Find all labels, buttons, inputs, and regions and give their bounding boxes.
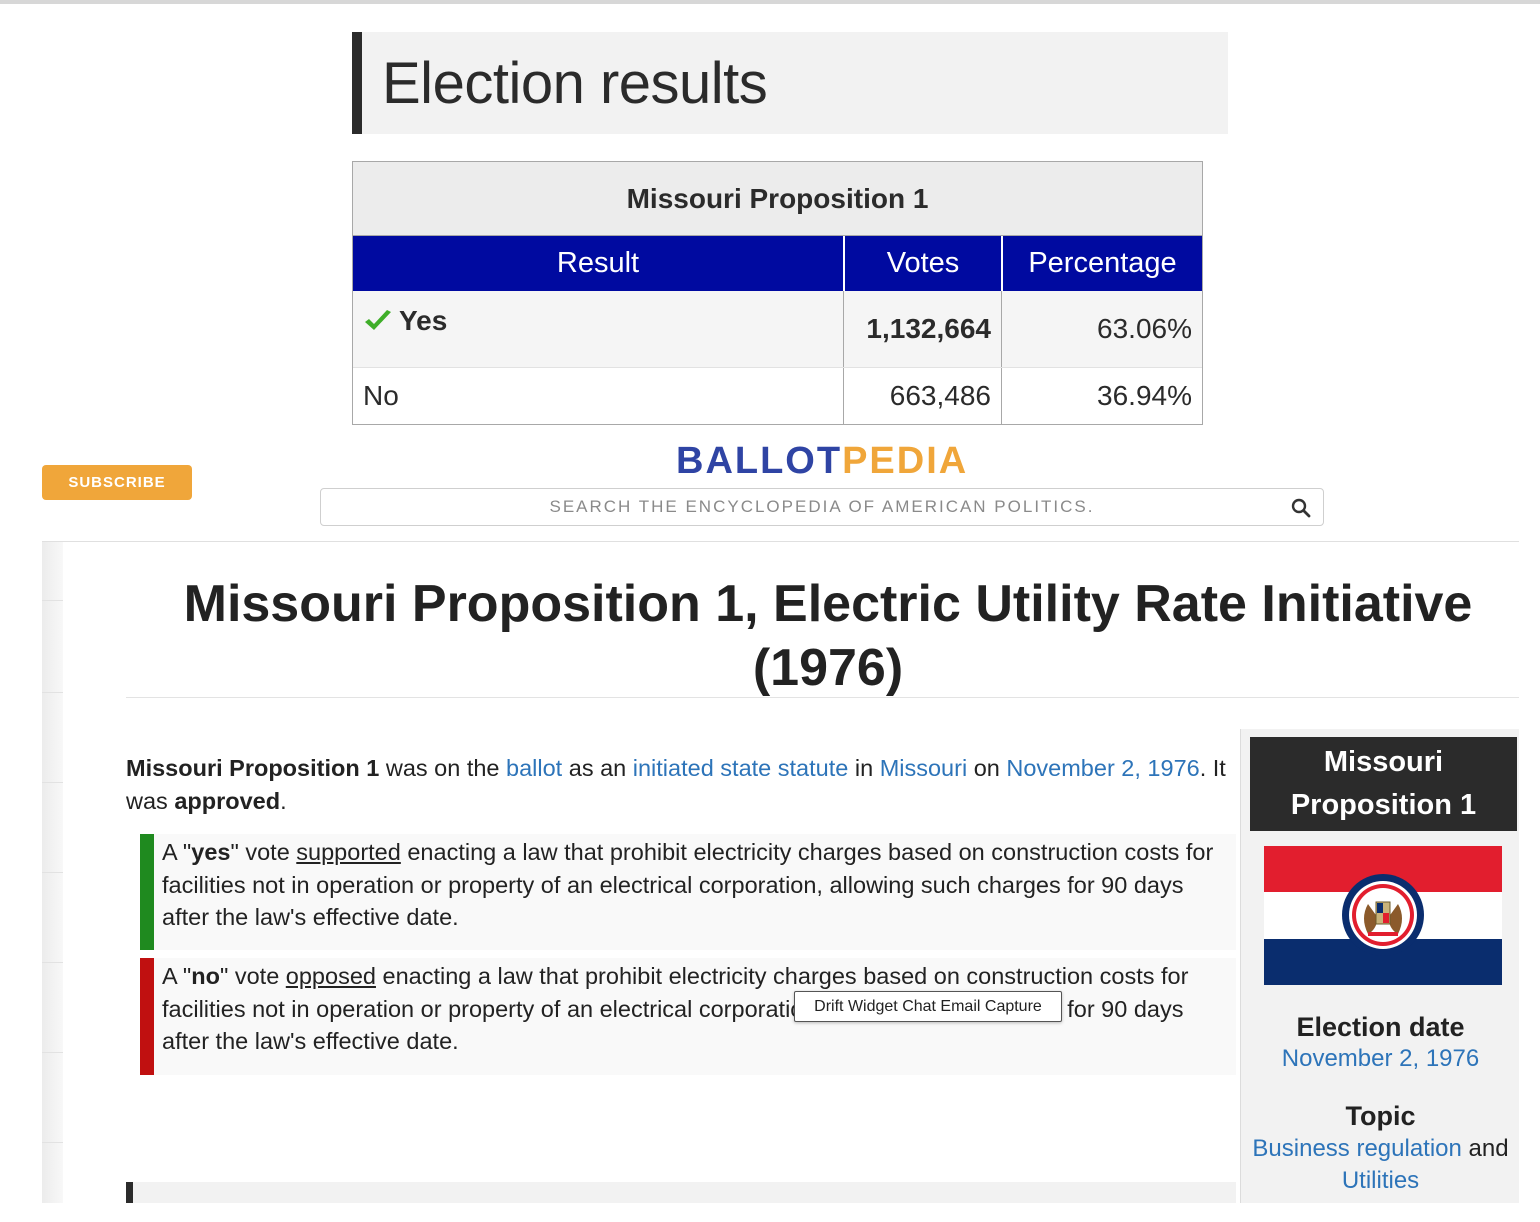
subscribe-button[interactable]: SUBSCRIBE [42, 465, 192, 500]
intro-paragraph: Missouri Proposition 1 was on the ballot… [126, 752, 1246, 818]
ballotpedia-logo[interactable]: BALLOTPEDIA [676, 440, 968, 483]
table-row: Yes 1,132,664 63.06% [353, 291, 1202, 368]
vote-verb: opposed [285, 963, 376, 989]
intro-outcome: approved [174, 788, 281, 814]
intro-text: was on the [379, 755, 507, 781]
votes-cell: 663,486 [843, 368, 1001, 424]
search-icon[interactable] [1291, 498, 1311, 518]
infobox: Missouri Proposition 1 Election date Nov… [1240, 729, 1519, 1203]
section-heading-text: Election results [382, 50, 768, 116]
vote-description: enacting a law that prohibit electricity… [162, 839, 1214, 930]
results-table-header: Result Votes Percentage [353, 236, 1202, 291]
top-rule [0, 0, 1540, 4]
topic-and: and [1461, 1135, 1509, 1162]
vote-text: A " [162, 839, 192, 865]
logo-ballot-text: BALLOT [676, 440, 843, 482]
drift-widget-tooltip: Drift Widget Chat Email Capture [794, 991, 1062, 1022]
results-table-caption: Missouri Proposition 1 [353, 162, 1202, 236]
initiated-state-statute-link[interactable]: initiated state statute [632, 755, 849, 781]
business-regulation-link[interactable]: Business regulation [1252, 1135, 1462, 1162]
missouri-link[interactable]: Missouri [879, 755, 968, 781]
table-row: No 663,486 36.94% [353, 368, 1202, 424]
no-vote-box: A "no" vote opposed enacting a law that … [140, 958, 1236, 1075]
title-divider [126, 697, 1519, 698]
result-cell: No [363, 380, 399, 411]
column-header-votes: Votes [843, 236, 1001, 291]
next-section-heading [126, 1182, 1236, 1203]
vote-verb: supported [296, 839, 401, 865]
percentage-cell: 36.94% [1001, 368, 1202, 424]
vote-word: no [191, 963, 220, 989]
column-header-result: Result [556, 247, 640, 279]
search-bar [320, 488, 1324, 526]
intro-text: as an [562, 755, 633, 781]
intro-text: on [967, 755, 1007, 781]
vote-text: A " [162, 963, 192, 989]
column-header-percentage: Percentage [1001, 236, 1202, 291]
left-rail [42, 542, 63, 1203]
result-cell: Yes [353, 291, 843, 367]
vote-word: yes [191, 839, 231, 865]
utilities-link[interactable]: Utilities [1341, 1167, 1420, 1194]
results-table: Missouri Proposition 1 Result Votes Perc… [352, 161, 1203, 425]
logo-pedia-text: PEDIA [842, 440, 969, 482]
infobox-election-date-link[interactable]: November 2, 1976 [1281, 1045, 1480, 1072]
infobox-title: Missouri Proposition 1 [1250, 737, 1517, 831]
intro-subject: Missouri Proposition 1 [126, 755, 380, 781]
vote-text: " vote [230, 839, 297, 865]
check-icon [365, 310, 391, 330]
result-label: Yes [399, 305, 448, 336]
topic-label: Topic [1345, 1101, 1416, 1131]
infobox-election-date: November 2, 1976 [1241, 1043, 1519, 1075]
yes-vote-bar [140, 834, 154, 950]
infobox-topics: Business regulation and Utilities [1241, 1133, 1519, 1197]
page-title: Missouri Proposition 1, Electric Utility… [183, 575, 1473, 697]
percentage-cell: 63.06% [1001, 291, 1202, 367]
vote-text: " vote [219, 963, 286, 989]
missouri-flag [1264, 846, 1502, 985]
ballot-link[interactable]: ballot [506, 755, 563, 781]
no-vote-bar [140, 958, 154, 1075]
intro-text: . [280, 788, 287, 814]
election-date-link[interactable]: November 2, 1976 [1006, 755, 1200, 781]
intro-text: in [848, 755, 880, 781]
yes-vote-box: A "yes" vote supported enacting a law th… [140, 834, 1236, 950]
election-date-label: Election date [1296, 1012, 1465, 1042]
votes-cell: 1,132,664 [843, 291, 1001, 367]
election-results-heading: Election results [352, 32, 1228, 134]
search-input[interactable] [372, 497, 1272, 517]
intro-text: . It was [126, 755, 1226, 814]
article-page: Missouri Proposition 1, Electric Utility… [42, 541, 1519, 1203]
